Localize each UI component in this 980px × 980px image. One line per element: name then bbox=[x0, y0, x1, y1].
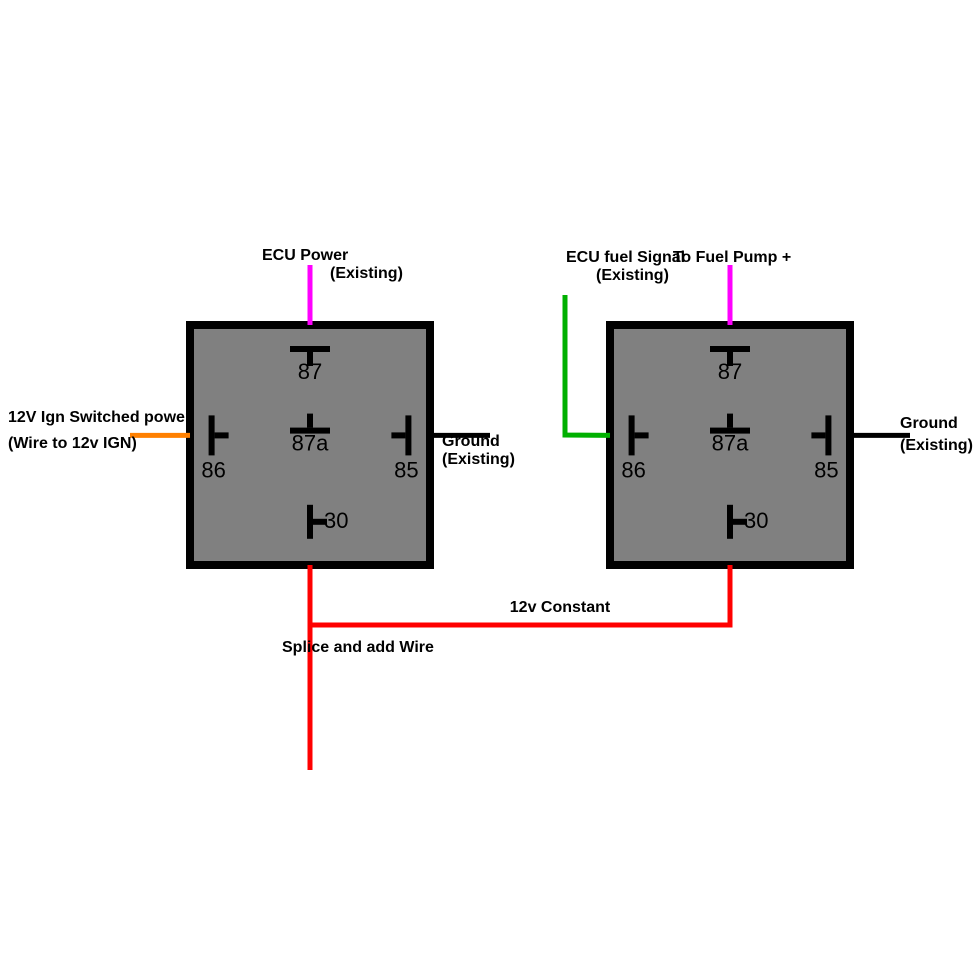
relay-right: 30 85 86 87 87a bbox=[610, 325, 850, 565]
pin-label-30: 30 bbox=[744, 508, 768, 533]
pin-label-87: 87 bbox=[298, 359, 322, 384]
pin-label-86: 86 bbox=[201, 457, 225, 482]
lbl_gnd_r_1: Ground bbox=[900, 415, 958, 432]
lbl_12v_const: 12v Constant bbox=[510, 599, 611, 616]
relay-left: 30 85 86 87 87a bbox=[190, 325, 430, 565]
pin-label-87a: 87a bbox=[292, 431, 329, 456]
wire-constant_12v bbox=[310, 565, 730, 625]
pin-label-85: 85 bbox=[394, 457, 418, 482]
lbl_gnd_r_2: (Existing) bbox=[900, 437, 973, 454]
lbl_fuel_sig_2: (Existing) bbox=[596, 267, 669, 284]
lbl_fuel_sig_1: ECU fuel Signal bbox=[566, 249, 685, 266]
pin-label-85: 85 bbox=[814, 457, 838, 482]
wire-ecu_fuel_signal bbox=[565, 295, 610, 435]
lbl_fuel_pump: To Fuel Pump + bbox=[673, 249, 791, 266]
lbl_gnd_l_1: Ground bbox=[442, 433, 500, 450]
lbl_ign_1: 12V Ign Switched power bbox=[8, 409, 191, 426]
lbl_gnd_l_2: (Existing) bbox=[442, 451, 515, 468]
lbl_ecu_power_1: ECU Power bbox=[262, 247, 348, 264]
lbl_ecu_power_2: (Existing) bbox=[330, 265, 403, 282]
pin-label-87: 87 bbox=[718, 359, 742, 384]
lbl_ign_2: (Wire to 12v IGN) bbox=[8, 435, 137, 452]
pin-label-30: 30 bbox=[324, 508, 348, 533]
pin-label-86: 86 bbox=[621, 457, 645, 482]
pin-label-87a: 87a bbox=[712, 431, 749, 456]
relay-wiring-diagram: 3085868787a3085868787aECU Power(Existing… bbox=[0, 0, 980, 980]
lbl_splice: Splice and add Wire bbox=[282, 639, 434, 656]
